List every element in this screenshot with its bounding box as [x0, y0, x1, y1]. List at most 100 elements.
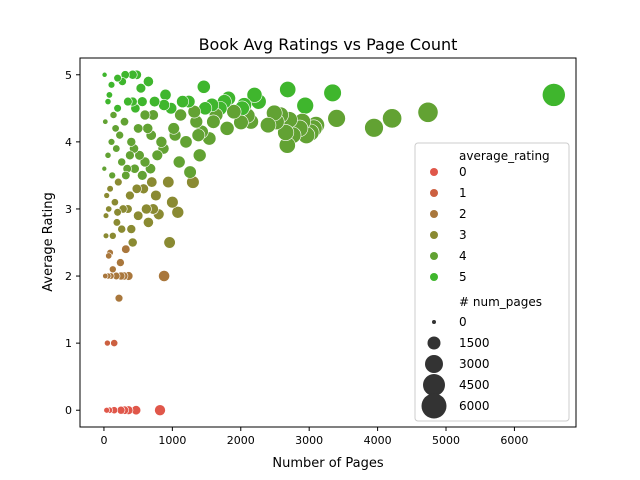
plot-area [79, 57, 577, 428]
y-tick-label: 3 [65, 203, 72, 216]
data-point [382, 108, 403, 129]
data-point [123, 96, 133, 107]
data-point [105, 91, 113, 99]
legend-size-label: 3000 [459, 357, 490, 371]
data-point [120, 117, 129, 127]
data-point [126, 224, 137, 234]
data-point [134, 150, 145, 161]
data-point [108, 265, 117, 274]
data-point [133, 210, 144, 221]
data-point [131, 183, 142, 194]
data-point [259, 116, 277, 134]
data-point [151, 149, 164, 162]
data-point [115, 130, 124, 140]
data-point [112, 218, 121, 227]
legend-size-title: # num_pages [459, 295, 542, 309]
data-point [327, 109, 346, 128]
data-point [174, 108, 187, 122]
data-point [117, 157, 127, 167]
data-point [101, 165, 108, 172]
data-point [110, 339, 119, 347]
x-tick-label: 0 [100, 434, 107, 447]
data-point [246, 87, 263, 103]
x-tick-label: 4000 [364, 434, 392, 447]
data-point [102, 272, 109, 280]
data-point [126, 137, 137, 147]
data-point [142, 216, 154, 228]
legend-box [414, 142, 570, 422]
data-point [133, 123, 144, 134]
data-point [105, 252, 113, 260]
data-point [121, 244, 131, 254]
data-point [107, 81, 116, 89]
data-point [279, 81, 297, 98]
data-point [150, 189, 162, 202]
data-point [171, 206, 185, 219]
data-point [113, 208, 122, 217]
data-point [296, 96, 314, 115]
data-point [114, 294, 124, 303]
legend-size-marker [427, 336, 441, 350]
data-point [108, 231, 117, 240]
data-point [172, 155, 186, 169]
data-point [112, 144, 121, 153]
x-tick-label: 3000 [295, 434, 323, 447]
y-tick-label: 5 [65, 69, 72, 82]
data-point [154, 404, 166, 416]
data-point [206, 114, 221, 129]
y-tick-label: 4 [65, 136, 72, 149]
data-point [113, 73, 122, 83]
data-point [103, 192, 110, 199]
legend-hue-label: 0 [459, 165, 467, 179]
data-point [111, 124, 120, 133]
legend-hue-marker [430, 252, 438, 260]
data-point [102, 212, 110, 219]
data-point [102, 232, 110, 239]
legend-hue-marker [430, 231, 438, 239]
y-axis: 0 1 2 3 4 5 [65, 69, 80, 417]
legend-size-marker [432, 320, 436, 324]
legend-hue-label: 3 [459, 228, 467, 242]
data-point [121, 170, 131, 180]
data-point [191, 128, 206, 142]
legend-size-label: 4500 [459, 378, 490, 392]
legend-size-marker [423, 374, 445, 396]
data-point [167, 122, 180, 135]
x-tick-label: 6000 [500, 434, 528, 447]
legend-hue-label: 4 [459, 249, 467, 263]
data-point [116, 258, 125, 267]
x-tick-label: 1000 [158, 434, 186, 447]
data-point [104, 151, 112, 159]
data-point [105, 205, 113, 213]
x-axis-label: Number of Pages [272, 456, 383, 471]
data-point [104, 339, 111, 347]
points-layer [101, 69, 566, 416]
data-point [110, 198, 119, 207]
data-point [142, 76, 154, 87]
y-tick-label: 1 [65, 337, 72, 350]
data-point [108, 171, 116, 180]
y-axis-label: Average Rating [41, 192, 56, 291]
data-point [364, 118, 384, 138]
data-point [417, 101, 439, 123]
legend-hue-label: 2 [459, 207, 467, 221]
data-point [142, 122, 154, 134]
legend-hue-title: average_rating [459, 149, 550, 163]
data-point [113, 104, 122, 113]
data-point [155, 136, 168, 148]
data-point [103, 406, 110, 414]
y-tick-label: 0 [65, 404, 72, 417]
x-axis: 0 1000 2000 3000 4000 5000 6000 [100, 427, 528, 447]
data-point [141, 203, 152, 215]
legend-hue-marker [430, 273, 438, 281]
data-point [187, 105, 201, 119]
data-point [277, 124, 295, 141]
data-point [117, 224, 127, 234]
data-point [146, 176, 158, 188]
data-point [196, 79, 211, 94]
chart-title: Book Avg Ratings vs Page Count [199, 35, 458, 54]
data-point [148, 95, 161, 108]
x-tick-label: 2000 [227, 434, 255, 447]
data-point [183, 165, 197, 179]
